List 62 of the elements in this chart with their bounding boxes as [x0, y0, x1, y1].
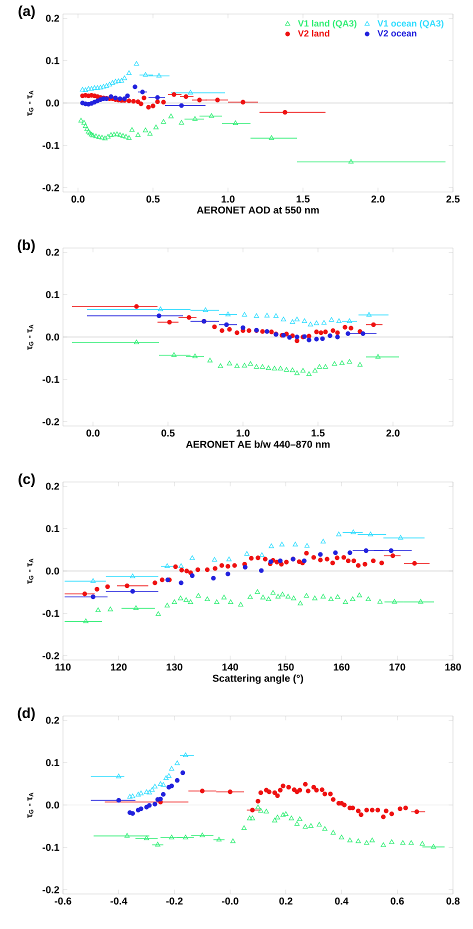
- y-tick-label: 0.2: [46, 716, 60, 724]
- chart-title: (c): [18, 474, 35, 487]
- x-tick-label: -0.4: [110, 898, 128, 905]
- y-axis-title: τ$_{G}$ - τ$_{A}$: [27, 90, 34, 116]
- y-tick-label: 0.1: [46, 291, 60, 298]
- legend-label: V1 land (QA3): [298, 20, 356, 28]
- x-axis-title: AERONET AOD at 550 nm: [196, 206, 319, 214]
- x-tick-label: 1.0: [236, 430, 250, 437]
- y-tick-label: 0.2: [46, 482, 60, 490]
- x-tick-label: 110: [56, 664, 71, 671]
- y-tick-label: 0.0: [46, 801, 60, 809]
- x-tick-label: 0.0: [71, 196, 85, 203]
- y-axis-title: τ$_{G}$ - τ$_{A}$: [27, 558, 34, 584]
- x-tick-label: 0.6: [390, 898, 404, 905]
- x-tick-label: 1.0: [222, 196, 235, 203]
- x-tick-label: 180: [445, 664, 461, 671]
- x-tick-label: 2.0: [371, 196, 385, 203]
- y-tick-label: -0.1: [42, 376, 60, 383]
- x-tick-label: 130: [166, 664, 182, 671]
- y-tick-label: -0.1: [42, 142, 60, 149]
- x-tick-label: 0.5: [161, 430, 175, 437]
- legend-label: V2 land: [298, 30, 330, 37]
- x-tick-label: 2.5: [446, 196, 460, 203]
- x-tick-label: 2.0: [386, 430, 400, 437]
- x-tick-label: 0.4: [335, 898, 348, 905]
- y-tick-label: -0.1: [42, 844, 60, 851]
- y-tick-label: -0.2: [42, 652, 60, 660]
- x-tick-label: -0.6: [54, 898, 72, 905]
- x-axis-title: Scattering angle (°): [212, 674, 304, 684]
- x-tick-label: 0.2: [279, 898, 292, 905]
- x-tick-label: 0.5: [146, 196, 160, 203]
- x-tick-label: 140: [222, 664, 238, 671]
- y-tick-label: 0.0: [46, 99, 60, 107]
- chart-title: (d): [18, 708, 35, 721]
- y-tick-label: -0.2: [42, 184, 60, 192]
- x-tick-label: -0.0: [222, 898, 238, 905]
- x-tick-label: 160: [334, 664, 350, 671]
- chart-title: (b): [18, 240, 35, 253]
- x-tick-label: 1.5: [312, 430, 325, 436]
- x-tick-label: 1.5: [296, 196, 310, 203]
- x-tick-label: -0.2: [166, 898, 183, 905]
- x-axis-title: AERONET AE b/w 440–870 nm: [186, 440, 330, 448]
- y-tick-label: 0.1: [46, 525, 60, 532]
- y-tick-label: 0.0: [46, 333, 60, 341]
- y-tick-label: 0.1: [46, 759, 60, 766]
- legend-label: V1 ocean (QA3): [377, 20, 444, 28]
- y-tick-label: -0.1: [42, 610, 60, 617]
- y-tick-label: -0.2: [42, 418, 60, 426]
- x-tick-label: 170: [390, 664, 406, 671]
- x-tick-label: 150: [278, 664, 294, 671]
- x-tick-label: 0.8: [446, 898, 460, 905]
- y-tick-label: 0.1: [46, 57, 60, 64]
- x-tick-label: 120: [110, 664, 127, 671]
- y-tick-label: 0.0: [46, 567, 60, 575]
- chart-title: (a): [18, 6, 35, 19]
- y-axis-title: τ$_{G}$ - τ$_{A}$: [27, 324, 34, 350]
- legend-label: V2 ocean: [377, 30, 416, 36]
- y-tick-label: 0.2: [46, 14, 60, 22]
- y-tick-label: -0.2: [42, 886, 60, 894]
- y-tick-label: 0.2: [46, 248, 60, 256]
- x-tick-label: 0.0: [86, 430, 100, 437]
- y-axis-title: τ$_{G}$ - τ$_{A}$: [27, 792, 34, 818]
